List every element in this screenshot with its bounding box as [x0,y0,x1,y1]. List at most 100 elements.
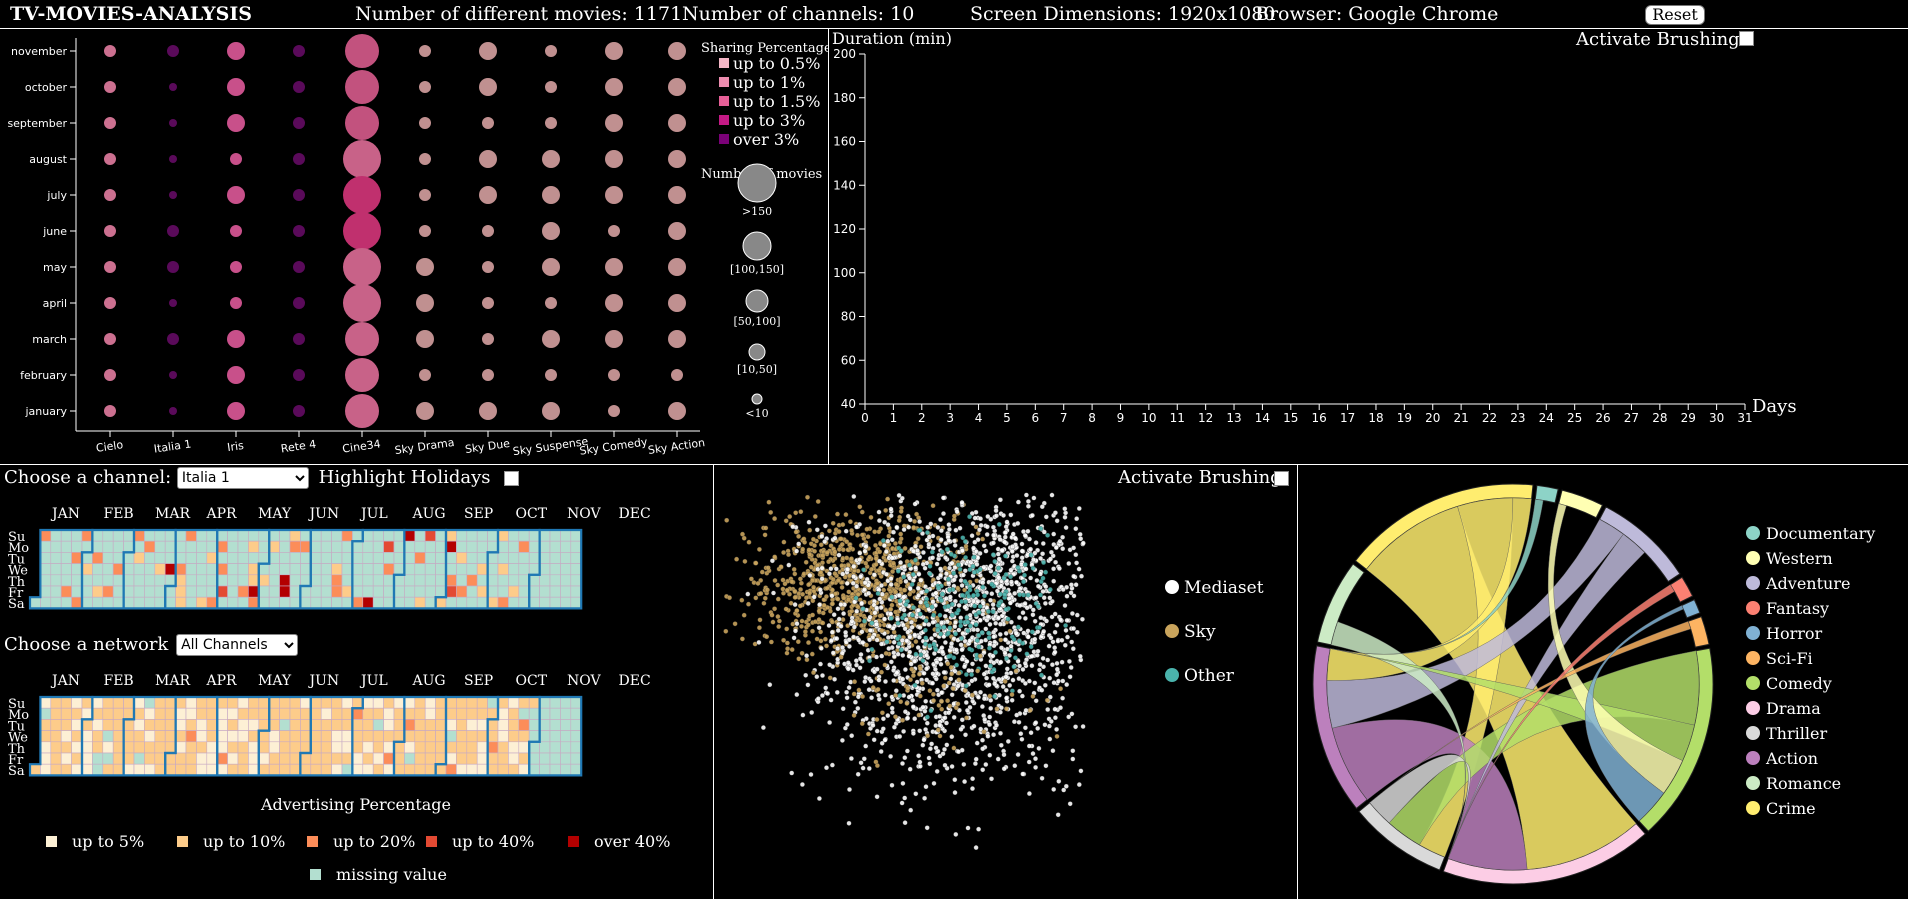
scatter-point [980,737,985,743]
scatter-point [1048,718,1054,724]
calendar-day-cell [133,552,145,564]
scatter-point [791,635,797,641]
scatter-point [949,671,955,677]
genre-legend-label: Fantasy [1766,599,1829,618]
calendar-day-cell [268,529,280,542]
scatter-point [1071,545,1077,551]
scatter-point [949,641,955,647]
scatter-point [1018,731,1024,737]
x-tick-label: 13 [1226,411,1241,425]
y-tick-label: 160 [833,135,856,149]
calendar-day-cell [424,730,436,743]
scatter-point [1012,763,1018,769]
calendar-day-cell [310,585,322,598]
scatter-point [951,570,957,576]
scatter-point [838,654,844,660]
scatter-point [881,543,887,549]
scatter-point [1040,655,1046,661]
scatter-point [832,571,838,577]
calendar-day-cell [279,574,291,587]
calendar-day-cell [216,529,228,542]
scatter-point [1041,628,1047,634]
scatter-point [724,517,730,523]
calendar-day-cell [362,730,374,743]
calendar-day-cell [518,596,530,609]
calendar-day-cell [393,707,405,720]
scatter-point [1033,756,1038,762]
scatter-point [1070,756,1076,762]
scatter-point [1020,771,1026,777]
network-control: Choose a network All Channels [4,634,299,656]
scatter-point [1054,733,1060,739]
scatter-point [906,524,912,530]
calendar-day-cell [372,730,384,743]
scatter-point [1077,653,1083,659]
calendar-day-cell [341,596,353,609]
bubble [479,78,497,96]
size-circle [737,163,777,203]
scatter-point [826,528,832,534]
scatter-point [917,519,923,525]
bubble [104,81,116,93]
genre-legend-dot [1746,651,1760,665]
calendar-day-cell [71,574,83,587]
scatter-point [814,636,820,642]
bubble [668,78,686,96]
x-tick-label: 27 [1624,411,1639,425]
scatter-point [884,571,889,577]
calendar-day-cell [40,540,52,553]
scatter-point [784,650,790,656]
bubble [227,78,245,96]
calendar-day-cell [539,540,551,553]
calendar-day-cell [404,585,416,598]
calendar-day-cell [123,552,135,564]
scatter-brushing-checkbox[interactable] [1274,471,1289,486]
scatter-point [1051,578,1057,584]
bubble [345,322,379,356]
scatter-point [890,569,896,575]
calendar-day-cell [154,596,166,609]
holidays-checkbox[interactable] [504,470,520,486]
scatter-point [1003,530,1008,536]
scatter-point [789,579,795,585]
calendar-day-cell [539,741,551,754]
calendar-day-cell [154,696,166,709]
calendar-day-cell [331,752,343,765]
calendar-day-cell [310,596,322,609]
calendar-day-cell [310,763,322,776]
calendar-day-cell [227,741,239,754]
reset-button[interactable]: Reset [1645,5,1705,25]
scatter-point [924,588,930,594]
calendar-day-cell [528,752,540,765]
scatter-point [993,649,998,655]
scatter-point [839,584,845,590]
line-brushing-checkbox[interactable] [1739,31,1754,46]
calendar-day-cell [227,585,239,598]
channel-select[interactable]: Italia 1 [176,467,309,489]
scatter-point [949,692,955,698]
scatter-point [739,636,745,642]
calendar-day-cell [435,741,447,754]
calendar-day-cell [206,563,218,576]
scatter-point [964,715,970,721]
calendar-day-cell [112,719,124,731]
scatter-point [830,520,836,526]
scatter-point [1022,615,1028,621]
scatter-point [977,617,983,623]
scatter-point [782,581,788,587]
scatter-point [1073,724,1079,730]
scatter-point [1078,536,1084,542]
calendar-day-cell [320,574,332,587]
scatter-point [934,687,940,693]
size-circle [748,343,766,361]
genre-legend-dot [1746,676,1760,690]
network-select[interactable]: All Channels [176,634,299,656]
calendar-day-cell [518,563,530,576]
calendar-day-cell [456,574,468,587]
scatter-point [874,580,880,586]
scatter-point [953,619,958,625]
calendar-day-cell [185,563,197,576]
scatter-point [781,590,786,596]
scatter-point [771,590,776,596]
scatter-point [876,518,882,524]
